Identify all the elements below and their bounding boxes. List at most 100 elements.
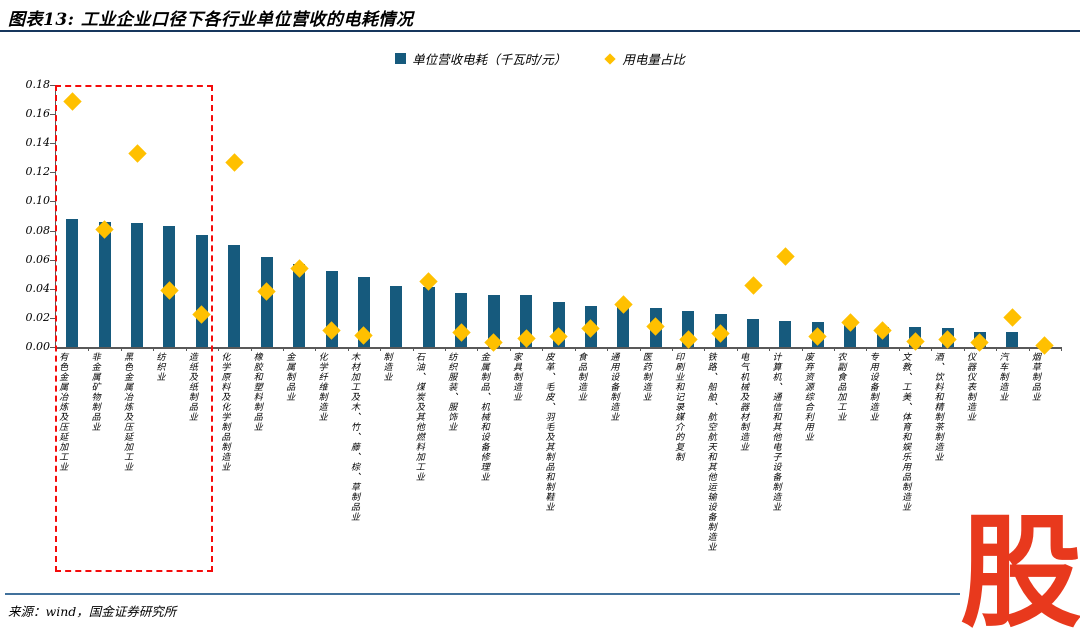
x-axis-label: 铁路、船舶、航空航天和其他运输设备制造业: [705, 352, 716, 552]
y-tick-label: 0.10: [25, 194, 51, 208]
bar: [131, 223, 144, 347]
x-axis-label: 废弃资源综合利用业: [802, 352, 813, 442]
y-tick-mark: [50, 259, 55, 261]
y-tick-mark: [50, 201, 55, 203]
x-tick-mark: [639, 347, 641, 351]
y-tick-label: 0.12: [25, 165, 51, 179]
diamond-marker: [743, 276, 763, 296]
bar: [422, 287, 435, 347]
x-tick-mark: [380, 347, 382, 351]
x-axis-label: 烟草制品业: [1029, 352, 1040, 402]
x-axis-label: 纺织服装、服饰业: [446, 352, 457, 432]
x-axis-label: 酒、饮料和精制茶制造业: [932, 352, 943, 462]
chart-title: 图表13: 工业企业口径下各行业单位营收的电耗情况: [8, 10, 414, 30]
x-tick-mark: [574, 347, 576, 351]
bar: [844, 323, 857, 347]
x-tick-mark: [282, 347, 284, 351]
x-tick-mark: [801, 347, 803, 351]
x-tick-mark: [671, 347, 673, 351]
legend-label: 用电量占比: [622, 52, 685, 67]
bar: [390, 285, 403, 347]
x-tick-mark: [931, 347, 933, 351]
y-tick-mark: [50, 230, 55, 232]
x-tick-mark: [704, 347, 706, 351]
x-tick-mark: [866, 347, 868, 351]
bar: [617, 306, 630, 347]
x-axis-label: 农副食品加工业: [835, 352, 846, 422]
diamond-series-swatch-icon: [604, 52, 617, 65]
x-tick-mark: [250, 347, 252, 351]
x-axis-label: 专用设备制造业: [867, 352, 878, 422]
y-tick-mark: [50, 288, 55, 290]
legend-label: 单位营收电耗（千瓦时/元）: [412, 52, 567, 67]
x-axis-label: 印刷业和记录媒介的复制: [673, 352, 684, 462]
x-tick-mark: [898, 347, 900, 351]
x-tick-mark: [185, 347, 187, 351]
y-tick-label: 0.14: [25, 136, 51, 150]
x-tick-mark: [120, 347, 122, 351]
bar-series-swatch-icon: [395, 53, 407, 64]
y-tick-label: 0.00: [25, 340, 51, 353]
bar: [260, 256, 273, 347]
bar: [1006, 332, 1019, 347]
bar: [228, 245, 241, 347]
diamond-marker: [1003, 308, 1022, 328]
x-tick-mark: [963, 347, 965, 351]
chart-legend: 单位营收电耗（千瓦时/元） 用电量占比: [0, 49, 1080, 68]
x-tick-mark: [477, 347, 479, 351]
diamond-marker: [225, 152, 244, 172]
y-tick-mark: [50, 172, 55, 174]
x-axis-label: 家具制造业: [511, 352, 522, 402]
y-tick-label: 0.08: [25, 223, 51, 237]
bar: [747, 319, 760, 347]
footer-divider: [5, 593, 960, 595]
x-tick-mark: [769, 347, 771, 351]
x-tick-mark: [445, 347, 447, 351]
y-tick-label: 0.18: [25, 78, 51, 91]
y-tick-mark: [50, 114, 55, 116]
x-axis-label: 木材加工及木、竹、藤、棕、草制品业: [349, 352, 360, 522]
brand-logo: 股: [960, 502, 1080, 629]
x-tick-mark: [218, 347, 220, 351]
y-tick-mark: [50, 85, 55, 86]
x-axis-label: 食品制造业: [575, 352, 586, 402]
x-axis-label: 橡胶和塑料制品业: [251, 352, 262, 432]
x-axis-label: 化学纤维制造业: [316, 352, 327, 422]
x-axis-label: 医药制造业: [640, 352, 651, 402]
x-tick-mark: [542, 347, 544, 351]
x-axis-label: 黑色金属冶炼及压延加工业: [122, 352, 133, 472]
x-axis-label: 有色金属冶炼及压延加工业: [57, 352, 68, 472]
x-axis-label: 通用设备制造业: [608, 352, 619, 422]
x-axis-label: 非金属矿物制品业: [89, 352, 100, 432]
legend-item-bar-series: 单位营收电耗（千瓦时/元）: [395, 49, 566, 68]
x-tick-mark: [834, 347, 836, 351]
x-tick-mark: [509, 347, 511, 351]
x-axis-label: 汽车制造业: [997, 352, 1008, 402]
bar: [779, 320, 792, 347]
bar: [66, 218, 79, 347]
x-axis-label: 制造业: [381, 352, 392, 382]
bar: [293, 264, 306, 347]
x-tick-mark: [996, 347, 998, 351]
y-tick-mark: [50, 317, 55, 319]
title-underline: [0, 30, 1080, 32]
bar: [98, 221, 111, 347]
y-tick-label: 0.04: [25, 281, 51, 295]
y-tick-label: 0.16: [25, 107, 51, 121]
x-tick-mark: [1061, 347, 1062, 351]
y-tick-label: 0.06: [25, 252, 51, 266]
y-tick-mark: [50, 143, 55, 145]
x-axis-label: 金属制品业: [284, 352, 295, 402]
highlight-dashed-box: [55, 85, 213, 572]
x-axis-label: 文教、工美、体育和娱乐用品制造业: [900, 352, 911, 512]
x-axis-label: 纺织业: [154, 352, 165, 382]
x-tick-mark: [607, 347, 609, 351]
diamond-marker: [776, 247, 795, 266]
x-tick-mark: [347, 347, 349, 351]
plot-area: [55, 85, 1062, 355]
y-tick-mark: [50, 347, 55, 348]
x-axis-label: 金属制品、机械和设备修理业: [478, 352, 489, 482]
legend-item-diamond-series: 用电量占比: [604, 49, 685, 68]
x-tick-mark: [1028, 347, 1030, 351]
